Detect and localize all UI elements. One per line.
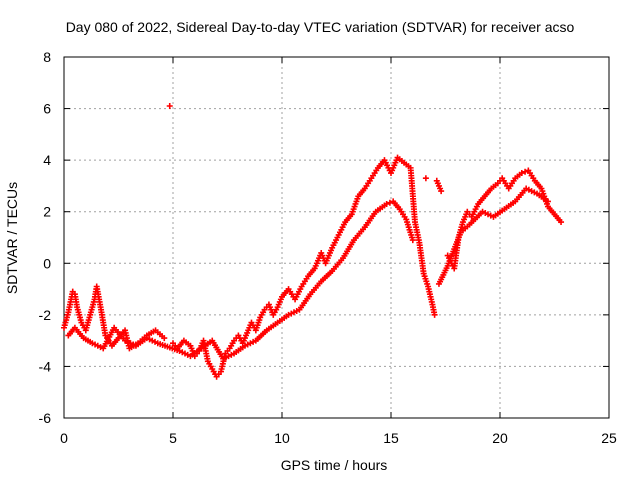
chart-title: Day 080 of 2022, Sidereal Day-to-day VTE…: [66, 19, 575, 35]
data-point: [431, 311, 438, 318]
y-tick-label: 0: [43, 255, 51, 271]
x-tick-labels: 0 5 10 15 20 25: [60, 430, 617, 446]
y-tick-label: 8: [43, 49, 51, 65]
y-tick-labels: -6 -4 -2 0 2 4 6 8: [39, 49, 52, 426]
y-tick-label: -6: [39, 410, 52, 426]
data-point: [161, 335, 168, 342]
y-tick-label: -2: [39, 307, 52, 323]
x-tick-label: 20: [492, 430, 508, 446]
data-point: [438, 188, 445, 195]
data-point: [558, 219, 565, 226]
data-point: [383, 200, 390, 207]
plot-frame: [63, 56, 610, 419]
x-tick-label: 0: [60, 430, 68, 446]
data-point: [422, 175, 429, 182]
x-tick-label: 15: [383, 430, 399, 446]
x-tick-label: 10: [274, 430, 290, 446]
data-point-trail: [522, 168, 529, 175]
y-tick-label: 2: [43, 204, 51, 220]
y-axis-label: SDTVAR / TECUs: [4, 182, 20, 294]
y-tick-label: 6: [43, 101, 51, 117]
data-point: [518, 170, 525, 177]
y-tick-label: 4: [43, 152, 51, 168]
data-point: [409, 237, 416, 244]
data-points: [61, 102, 565, 380]
data-point: [544, 198, 551, 205]
grid: [64, 57, 609, 418]
x-tick-label: 5: [169, 430, 177, 446]
y-tick-label: -4: [39, 358, 52, 374]
data-point: [166, 102, 173, 109]
x-tick-label: 25: [601, 430, 617, 446]
x-axis-label: GPS time / hours: [281, 457, 388, 473]
